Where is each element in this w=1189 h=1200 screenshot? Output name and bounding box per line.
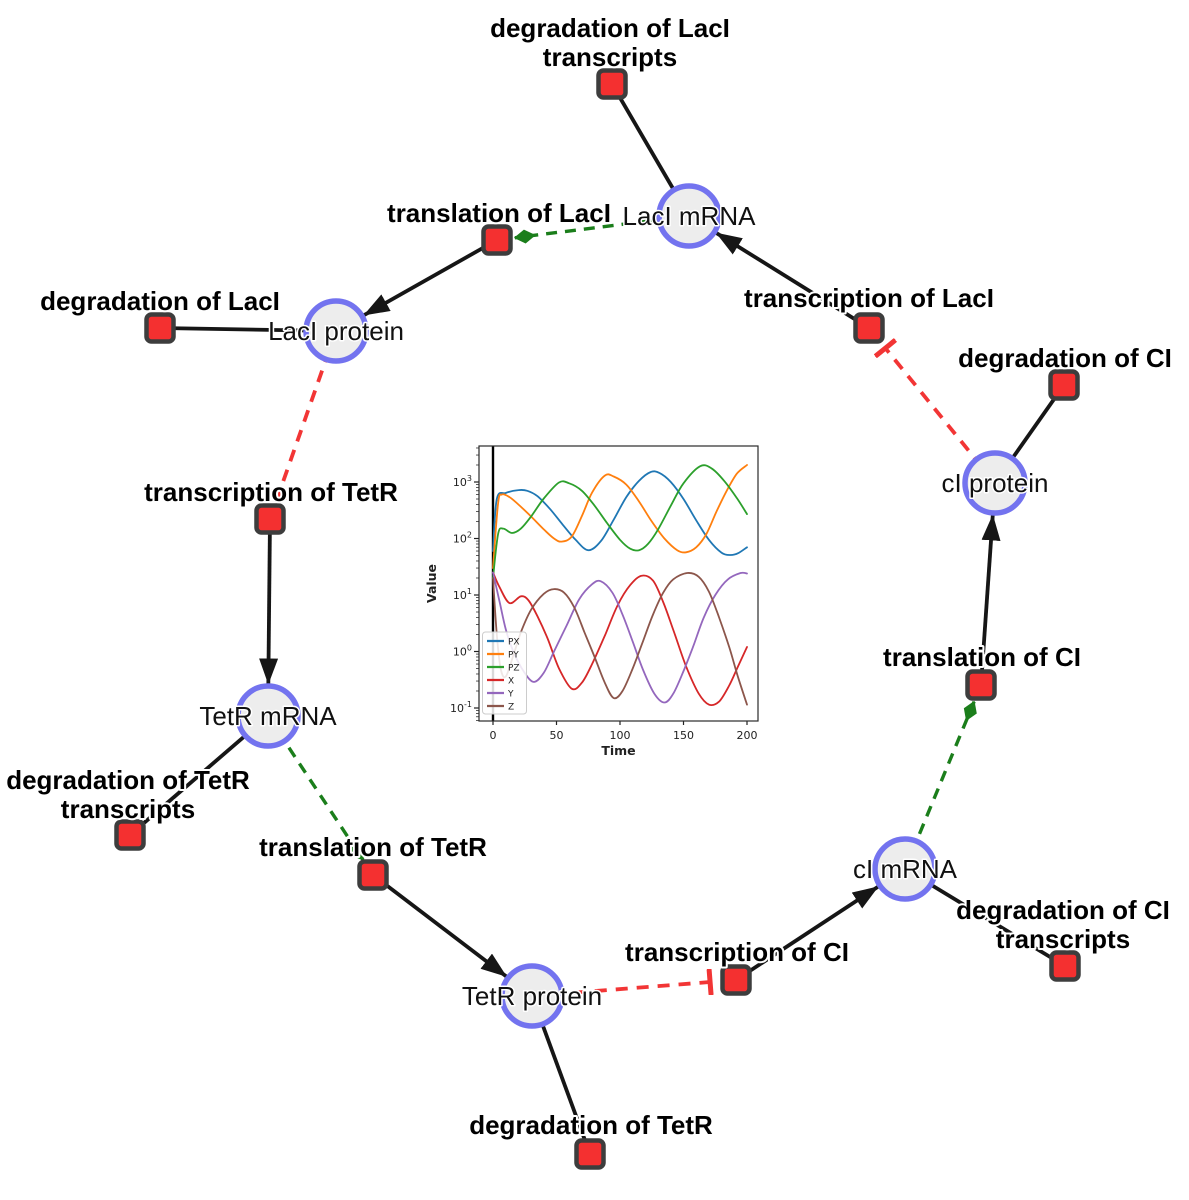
species-node-tetr_mrna[interactable] — [235, 683, 301, 749]
species-node-laci_mrna[interactable] — [656, 183, 722, 249]
species-node-ci_protein[interactable] — [962, 450, 1028, 516]
reaction-node-transl_ci[interactable] — [965, 669, 997, 701]
y-tick-label: 101 — [453, 587, 472, 602]
reaction-node-deg_ci_tx[interactable] — [1049, 950, 1081, 982]
x-tick-label: 150 — [673, 729, 694, 742]
species-label-ci_mrna: cI mRNA — [853, 854, 958, 884]
legend-box — [482, 631, 527, 715]
x-tick-label: 200 — [737, 729, 758, 742]
reaction-label-tx_tetr: transcription of TetR — [144, 477, 398, 507]
species-node-laci_protein[interactable] — [303, 298, 369, 364]
reaction-node-deg_laci[interactable] — [144, 312, 176, 344]
reaction-label-tx_laci: transcription of LacI — [744, 283, 994, 313]
reaction-node-deg_ci[interactable] — [1048, 369, 1080, 401]
reaction-label-deg_ci_tx: degradation of CI transcripts — [956, 895, 1170, 954]
edge-product-transl_tetr-tetr_protein — [371, 873, 508, 979]
chart-legend: PX PY PZ XYZ — [482, 631, 527, 715]
species-node-ci_mrna[interactable] — [872, 836, 938, 902]
legend-label-PY: PY — [508, 651, 519, 661]
edge-product-tx_laci-laci_mrna — [715, 231, 871, 330]
reaction-label-deg_laci: degradation of LacI — [40, 286, 280, 316]
x-tick-label: 0 — [490, 729, 497, 742]
legend-label-PX: PX — [508, 638, 520, 648]
x-tick-label: 100 — [610, 729, 631, 742]
series-PX — [492, 470, 748, 556]
simulation-inset: 103 102 101 100 10-1 0 50 100 150 200 Time Value PX P… — [424, 437, 769, 762]
edge-product-transl_ci-ci_protein — [979, 514, 1001, 686]
reaction-label-transl_ci: translation of CI — [883, 642, 1081, 672]
species-label-tetr_mrna: TetR mRNA — [199, 701, 337, 731]
edge-product-transl_laci-laci_protein — [362, 238, 498, 317]
reaction-label-deg_laci_tx: degradation of LacI transcripts — [490, 13, 730, 72]
reaction-node-tx_tetr[interactable] — [254, 503, 286, 535]
legend-label-PZ: PZ — [508, 664, 520, 674]
reaction-node-tx_ci[interactable] — [720, 964, 752, 996]
reaction-node-deg_tetr[interactable] — [574, 1138, 606, 1170]
reaction-node-deg_laci_tx[interactable] — [596, 68, 628, 100]
edge-product-tx_ci-ci_mrna — [734, 884, 880, 982]
reaction-label-deg_ci: degradation of CI — [958, 343, 1172, 373]
reaction-label-tx_ci: transcription of CI — [625, 937, 849, 967]
species-label-ci_protein: cI protein — [942, 468, 1049, 498]
reaction-label-deg_tetr: degradation of TetR — [469, 1110, 713, 1140]
node-layer — [114, 68, 1081, 1170]
legend-label-Y: Y — [507, 690, 514, 700]
series-PY — [492, 464, 748, 569]
reaction-label-transl_tetr: translation of TetR — [259, 832, 487, 862]
x-axis-label: Time — [601, 743, 635, 758]
reaction-node-tx_laci[interactable] — [853, 312, 885, 344]
reaction-node-transl_tetr[interactable] — [357, 859, 389, 891]
reaction-node-deg_tetr_tx[interactable] — [114, 819, 146, 851]
y-tick-label: 10-1 — [450, 700, 472, 715]
species-label-laci_mrna: LacI mRNA — [623, 201, 757, 231]
series-X — [492, 571, 748, 707]
reaction-label-deg_tetr_tx: degradation of TetR transcripts — [6, 765, 250, 824]
series-PZ — [492, 464, 748, 579]
x-tick-label: 50 — [550, 729, 564, 742]
legend-label-Z: Z — [508, 703, 514, 713]
reaction-label-transl_laci: translation of LacI — [387, 198, 611, 228]
edge-product-tx_tetr-tetr_mrna — [259, 518, 279, 685]
plot-frame — [478, 445, 759, 722]
y-tick-label: 102 — [453, 531, 472, 546]
reaction-node-transl_laci[interactable] — [481, 224, 513, 256]
legend-label-X: X — [508, 677, 514, 687]
species-label-tetr_protein: TetR protein — [462, 981, 602, 1011]
species-node-tetr_protein[interactable] — [499, 963, 565, 1029]
y-tick-label: 103 — [453, 474, 472, 489]
label-layer: LacI mRNA LacI protein TetR mRNA TetR prote… — [4, 11, 1174, 1142]
species-label-laci_protein: LacI protein — [268, 316, 404, 346]
y-axis-label: Value — [424, 564, 439, 603]
y-tick-label: 100 — [453, 644, 472, 659]
